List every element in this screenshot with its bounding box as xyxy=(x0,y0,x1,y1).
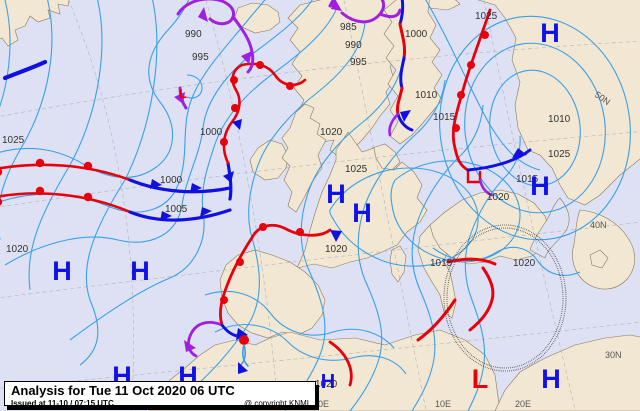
svg-text:H: H xyxy=(541,364,561,394)
svg-text:30N: 30N xyxy=(605,350,622,360)
svg-text:1025: 1025 xyxy=(475,11,498,22)
svg-text:0E: 0E xyxy=(318,399,329,409)
svg-text:1025: 1025 xyxy=(345,164,368,175)
svg-text:H: H xyxy=(530,171,550,201)
svg-text:995: 995 xyxy=(192,52,209,63)
svg-text:990: 990 xyxy=(185,29,202,40)
svg-text:L: L xyxy=(179,86,187,101)
svg-text:H: H xyxy=(540,18,560,48)
svg-text:1000: 1000 xyxy=(405,29,428,40)
svg-text:985: 985 xyxy=(340,22,357,33)
svg-text:L: L xyxy=(472,364,489,394)
svg-text:1010: 1010 xyxy=(415,90,438,101)
svg-text:1020: 1020 xyxy=(320,127,343,138)
svg-text:1010: 1010 xyxy=(548,114,571,125)
svg-text:1020: 1020 xyxy=(325,244,348,255)
svg-text:990: 990 xyxy=(345,40,362,51)
svg-text:20E: 20E xyxy=(515,399,531,409)
svg-text:1020: 1020 xyxy=(487,192,510,203)
svg-text:H: H xyxy=(326,179,346,209)
svg-text:1020: 1020 xyxy=(6,244,29,255)
svg-text:1020: 1020 xyxy=(513,258,536,269)
svg-text:40N: 40N xyxy=(590,220,607,230)
svg-text:H: H xyxy=(52,256,72,286)
svg-text:H: H xyxy=(321,371,335,393)
svg-text:H: H xyxy=(352,198,372,228)
svg-text:1015: 1015 xyxy=(433,112,456,123)
svg-text:1025: 1025 xyxy=(2,135,25,146)
svg-text:H: H xyxy=(130,256,150,286)
svg-text:1000: 1000 xyxy=(160,175,183,186)
svg-text:1015: 1015 xyxy=(430,258,453,269)
svg-text:1005: 1005 xyxy=(165,204,188,215)
svg-text:1025: 1025 xyxy=(548,149,571,160)
svg-text:1000: 1000 xyxy=(200,127,223,138)
svg-text:10E: 10E xyxy=(435,399,451,409)
svg-text:995: 995 xyxy=(350,57,367,68)
